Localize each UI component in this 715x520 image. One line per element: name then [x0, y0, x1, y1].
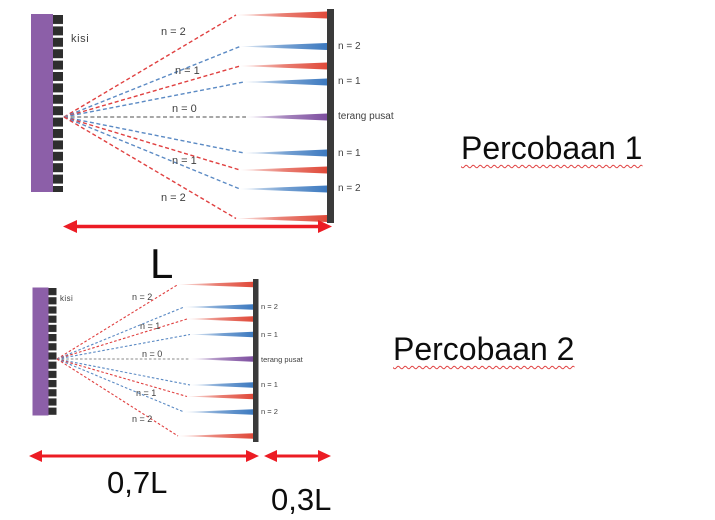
exp1-screen-label-n1-lower: n = 1 [338, 148, 361, 159]
exp1-screen-label-n2-lower: n = 2 [338, 183, 361, 194]
exp2-screen [253, 279, 259, 442]
exp1-beam-red-n1-bottom [240, 166, 327, 174]
exp1-grating-slits [53, 15, 63, 192]
exp2-ray-red-n1-lower [56, 358, 188, 398]
exp1-ray-label-n1-lower: n = 1 [172, 155, 197, 167]
exp1-ray-blue-n2-lower [63, 116, 241, 190]
exp1-ray-red-n1-lower [63, 116, 241, 171]
exp2-beam-red-outer-bottom [178, 433, 253, 439]
exp1-grating-label: kisi [71, 33, 90, 45]
exp1-beam-blue-n1-bottom [244, 149, 327, 157]
exp2-beam-red-n1-bottom [187, 393, 253, 400]
exp1-ray-label-n1-upper: n = 1 [175, 65, 200, 77]
exp1-distance-label: L [150, 240, 174, 287]
exp2-beam-blue-n2-bottom [184, 409, 253, 415]
exp2-screen-label-n2-upper: n = 2 [261, 302, 278, 311]
exp1-ray-label-n0: n = 0 [172, 103, 197, 115]
exp2-beam-blue-n1-bottom [190, 382, 253, 388]
exp1-beam-red-outer-bottom [236, 215, 327, 222]
exp1-ray-label-n2-upper: n = 2 [161, 26, 186, 38]
exp2-screen-label-n1-upper: n = 1 [261, 329, 278, 339]
exp1-beam-red-outer-top [236, 11, 327, 19]
exp2-ray-label-n2-upper: n = 2 [132, 292, 153, 302]
exp1-ray-blue-n2-upper [63, 45, 241, 118]
exp2-ray-blue-n1-upper [56, 333, 191, 360]
exp2-ray-label-n2-lower: n = 2 [132, 414, 153, 424]
exp1-title-text: Percobaan 1 [461, 130, 643, 166]
exp2-screen-label-n1-lower: n = 1 [261, 380, 278, 389]
exp2-beam-central-bright [190, 356, 253, 362]
exp1-screen-label-n2-upper: n = 2 [338, 41, 361, 52]
exp2-ray-label-n1-upper: n = 1 [140, 321, 161, 331]
exp2-beam-blue-n2-top [184, 304, 253, 310]
exp1-screen-label-n1-upper: n = 1 [338, 76, 361, 87]
exp2-ray-red-n2-upper [56, 284, 179, 360]
exp1-beam-blue-n2-top [240, 43, 327, 50]
exp2-title-text: Percobaan 2 [393, 331, 575, 367]
exp1-distance-arrow [63, 220, 332, 233]
exp2-ray-blue-n2-lower [56, 358, 185, 413]
exp2-distance-arrow-left [29, 450, 259, 462]
exp1-screen [327, 9, 334, 223]
exp2-ray-label-n1-lower: n = 1 [136, 388, 157, 398]
exp1-screen-label-central-bright: terang pusat [338, 111, 394, 122]
exp1-beam-red-n1-top [240, 62, 327, 70]
exp2-beam-blue-n1-top [190, 331, 253, 338]
exp2-ray-blue-n2-upper [56, 306, 185, 360]
exp1-ray-blue-n1-lower [63, 116, 245, 154]
exp1-grating [31, 14, 53, 192]
exp1-ray-label-n2-lower: n = 2 [161, 192, 186, 204]
exp1-title: Percobaan 1 [461, 130, 643, 166]
exp1-beam-blue-n2-bottom [240, 185, 327, 193]
exp2-grating-label: kisi [60, 294, 74, 303]
exp1-ray-blue-n1-upper [63, 81, 245, 118]
exp2-screen-label-n2-lower: n = 2 [261, 407, 278, 416]
exp2-distance-label-right: 0,3L [271, 482, 332, 517]
experiment2-diagram [29, 279, 331, 462]
exp2-grating-slits [48, 288, 57, 416]
exp2-screen-label-central-bright: terang pusat [261, 354, 303, 364]
exp1-ray-red-n2-lower [63, 116, 237, 220]
exp2-distance-label-left: 0,7L [107, 465, 168, 500]
exp1-ray-red-n1-upper [63, 65, 241, 118]
exp2-beam-red-n1-top [187, 316, 253, 322]
experiment1-diagram [31, 9, 334, 233]
exp2-title: Percobaan 2 [393, 331, 575, 367]
exp2-ray-red-n2-lower [56, 358, 179, 437]
exp2-beam-red-outer-top [178, 281, 253, 288]
exp2-grating [32, 287, 49, 416]
exp2-ray-label-n0: n = 0 [142, 349, 163, 359]
exp1-beam-central-bright [245, 113, 327, 121]
exp1-beam-blue-n1-top [244, 78, 327, 86]
exp1-ray-red-n2-upper [63, 14, 237, 118]
exp2-distance-arrow-right [264, 450, 331, 462]
exp2-ray-blue-n1-lower [56, 358, 191, 386]
